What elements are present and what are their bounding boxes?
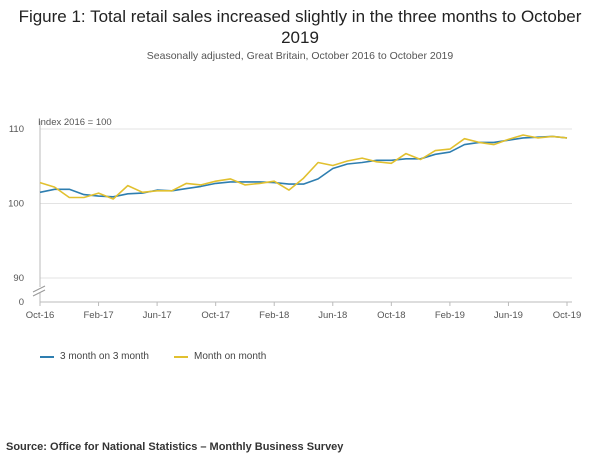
x-tick-label: Jun-18 bbox=[318, 310, 347, 321]
legend-label: Month on month bbox=[194, 351, 267, 362]
x-tick-label: Oct-19 bbox=[553, 310, 582, 321]
legend-item-mom: Month on month bbox=[174, 351, 266, 362]
x-tick-label: Jun-17 bbox=[143, 310, 172, 321]
x-tick-label: Feb-18 bbox=[259, 310, 289, 321]
legend-item-3m: 3 month on 3 month bbox=[40, 351, 149, 362]
x-tick-label: Jun-19 bbox=[494, 310, 523, 321]
y-axis-label: Index 2016 = 100 bbox=[38, 117, 112, 128]
series-line-1 bbox=[39, 134, 568, 200]
x-tick-label: Oct-16 bbox=[26, 310, 55, 321]
y-tick-label: 0 bbox=[19, 297, 24, 308]
axis-break-mark bbox=[32, 285, 46, 297]
x-tick-label: Feb-17 bbox=[84, 310, 114, 321]
chart-subtitle: Seasonally adjusted, Great Britain, Octo… bbox=[146, 50, 454, 62]
y-tick-label: 100 bbox=[8, 199, 24, 210]
legend-label: 3 month on 3 month bbox=[60, 351, 149, 362]
y-tick-label: 90 bbox=[13, 273, 24, 284]
y-tick-label: 110 bbox=[9, 124, 24, 135]
x-tick-label: Feb-19 bbox=[435, 310, 465, 321]
legend-swatch bbox=[174, 355, 188, 358]
x-tick-label: Oct-17 bbox=[201, 310, 230, 321]
source-note: Source: Office for National Statistics –… bbox=[6, 441, 344, 453]
legend-swatch bbox=[40, 355, 54, 358]
x-tick-label: Oct-18 bbox=[377, 310, 406, 321]
series-line-0 bbox=[39, 135, 568, 198]
chart-title: Figure 1: Total retail sales increased s… bbox=[18, 7, 582, 47]
